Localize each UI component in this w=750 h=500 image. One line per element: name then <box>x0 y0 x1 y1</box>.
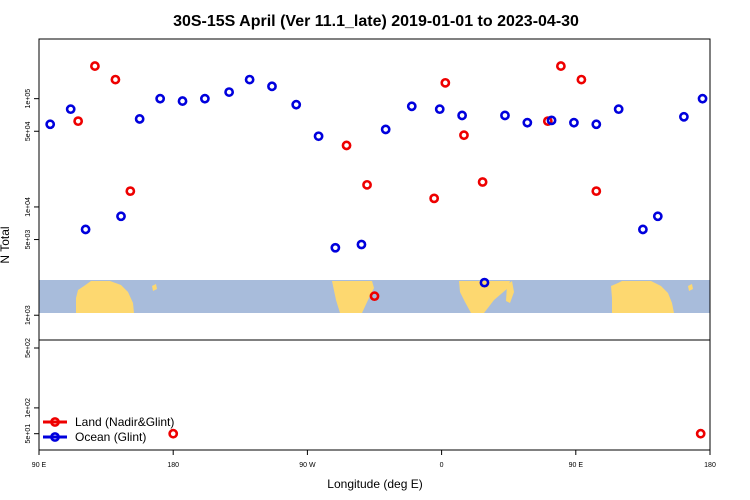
x-tick-label: 0 <box>440 462 444 469</box>
ocean-point <box>697 93 708 104</box>
ocean-point <box>313 131 324 142</box>
land-point <box>90 61 100 71</box>
legend-land-marker <box>50 417 60 427</box>
y-tick-label: 1e+02 <box>25 398 32 418</box>
ocean-point <box>652 211 663 222</box>
y-tick-label: 5e+03 <box>25 230 32 250</box>
ocean-point <box>500 110 510 121</box>
legend: Land (Nadir&Glint) Ocean (Glint) <box>43 415 174 444</box>
y-tick-label: 5e+01 <box>25 424 32 444</box>
land-point <box>369 291 380 302</box>
y-axis-lower: 5e+02 1e+02 5e+01 <box>25 338 39 444</box>
y-tick-label: 5e+04 <box>25 121 32 141</box>
x-tick-label: 180 <box>704 462 716 469</box>
land-point <box>362 179 372 190</box>
ocean-point <box>380 124 391 135</box>
ocean-point <box>116 211 126 222</box>
land-point <box>125 186 136 197</box>
ocean-point <box>291 99 302 110</box>
ocean-point <box>65 104 76 115</box>
ocean-point <box>356 239 367 250</box>
x-tick-label: 90 E <box>32 462 47 469</box>
world-map-strip <box>39 280 710 313</box>
ocean-point <box>679 111 689 122</box>
ocean-point <box>45 119 56 130</box>
land-point <box>168 428 179 439</box>
map-ocean <box>39 280 710 313</box>
ocean-point <box>457 110 468 121</box>
x-tick-label: 180 <box>167 462 179 469</box>
land-point <box>477 177 488 187</box>
y-axis-upper: 1e+05 5e+04 1e+04 5e+03 1e+03 <box>25 89 39 325</box>
ocean-point <box>80 224 91 235</box>
ocean-point <box>638 224 648 235</box>
land-point <box>440 77 451 88</box>
x-tick-label: 90 E <box>569 462 584 469</box>
map-land <box>76 281 693 313</box>
land-point <box>110 74 121 85</box>
ocean-point <box>224 87 235 97</box>
ocean-point <box>546 115 557 126</box>
land-point <box>555 61 566 71</box>
y-tick-label: 1e+04 <box>25 197 32 217</box>
land-point <box>73 116 84 127</box>
y-tick-label: 1e+03 <box>25 305 32 325</box>
ocean-point <box>330 242 341 253</box>
land-point <box>459 130 469 141</box>
ocean-point <box>434 104 445 115</box>
ocean-point <box>613 104 624 115</box>
ocean-point <box>522 117 533 128</box>
land-point <box>429 193 440 204</box>
lower-panel-frame <box>38 339 711 451</box>
legend-item-ocean: Ocean (Glint) <box>43 430 146 444</box>
ocean-point <box>267 81 277 92</box>
x-tick-label: 90 W <box>299 462 316 469</box>
y-tick-label: 1e+05 <box>25 89 32 109</box>
data-points <box>45 61 708 439</box>
ocean-point <box>155 93 166 104</box>
ocean-point <box>134 114 145 124</box>
land-point <box>591 186 602 197</box>
ocean-point <box>199 93 210 104</box>
x-axis: 90 E 180 90 W 0 90 E 180 <box>32 450 716 469</box>
land-point <box>341 140 352 151</box>
land-point <box>695 428 706 439</box>
y-axis-label: N Total <box>0 226 12 263</box>
ocean-point <box>244 74 255 85</box>
legend-ocean-marker <box>50 432 60 442</box>
ocean-point <box>177 96 188 106</box>
land-point <box>576 74 587 85</box>
ocean-point <box>569 117 579 128</box>
legend-item-land: Land (Nadir&Glint) <box>43 415 174 429</box>
chart-title: 30S-15S April (Ver 11.1_late) 2019-01-01… <box>173 13 579 30</box>
x-axis-label: Longitude (deg E) <box>327 477 422 491</box>
legend-land-label: Land (Nadir&Glint) <box>75 415 174 429</box>
legend-ocean-label: Ocean (Glint) <box>75 430 146 444</box>
ocean-point <box>479 277 490 288</box>
ocean-point <box>406 101 417 112</box>
ocean-point <box>591 119 602 130</box>
y-tick-label: 5e+02 <box>25 338 32 358</box>
